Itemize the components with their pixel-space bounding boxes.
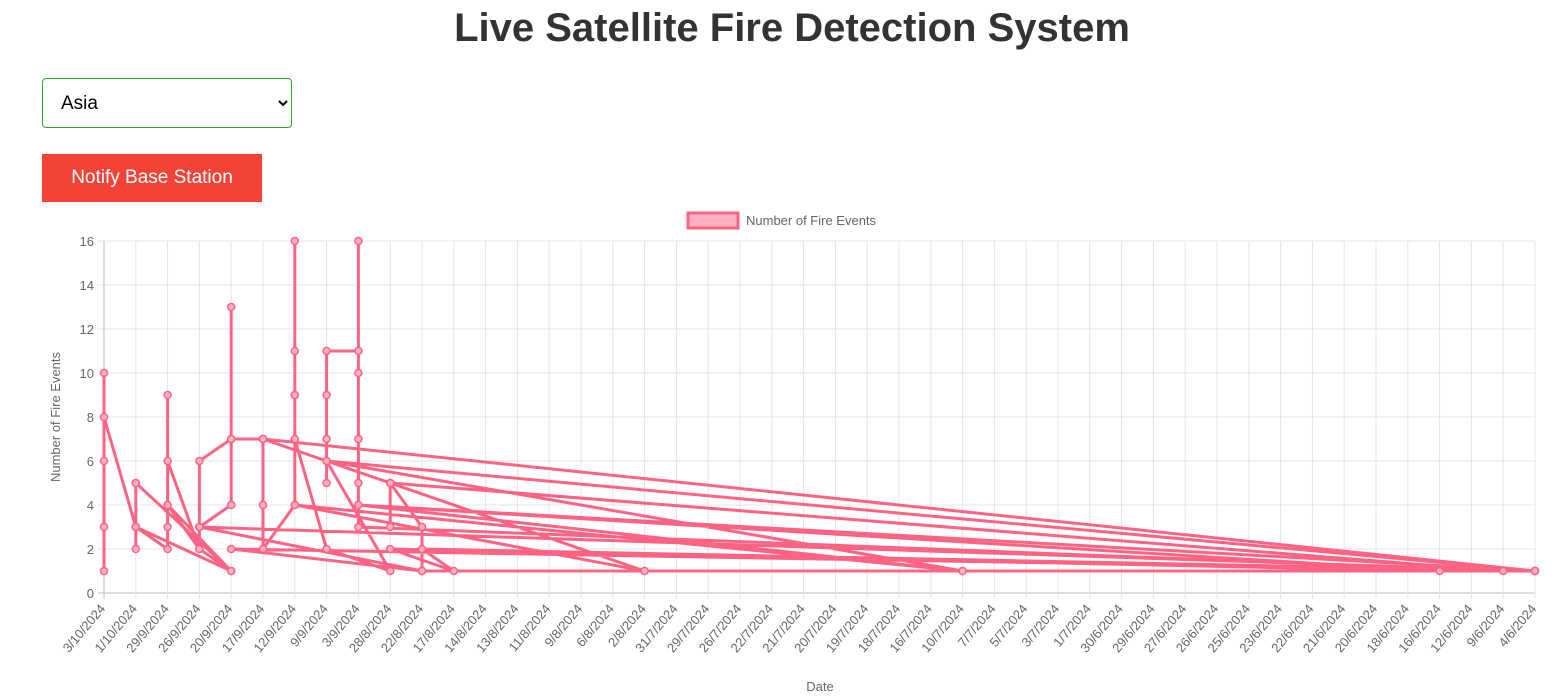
y-tick-label: 16	[80, 234, 94, 249]
data-point	[99, 456, 109, 466]
data-point	[322, 544, 331, 554]
data-point	[226, 500, 236, 510]
data-point	[354, 236, 363, 246]
y-axis-title: Number of Fire Events	[48, 351, 63, 482]
data-point	[322, 390, 331, 400]
data-point	[131, 478, 141, 488]
data-point	[449, 566, 459, 576]
data-point	[1530, 566, 1540, 576]
data-point	[163, 544, 172, 554]
data-point	[322, 434, 331, 444]
data-point	[385, 544, 395, 554]
data-point	[1498, 566, 1508, 576]
data-point	[131, 544, 141, 554]
data-point	[195, 522, 204, 532]
data-point	[99, 522, 109, 532]
y-tick-label: 14	[80, 278, 94, 293]
region-select[interactable]: Asia	[42, 78, 292, 128]
data-point	[226, 302, 236, 312]
data-point	[385, 478, 395, 488]
y-tick-label: 2	[87, 542, 94, 557]
data-point	[354, 346, 363, 356]
data-point	[385, 522, 395, 532]
data-point	[290, 434, 300, 444]
data-point	[958, 566, 967, 576]
data-point	[99, 566, 109, 576]
data-point	[417, 544, 427, 554]
notify-button[interactable]: Notify Base Station	[42, 154, 262, 202]
data-point	[163, 500, 172, 510]
data-point	[258, 500, 268, 510]
data-point	[163, 522, 172, 532]
data-point	[163, 456, 172, 466]
data-point	[290, 236, 300, 246]
y-tick-label: 12	[80, 322, 94, 337]
data-point	[195, 544, 204, 554]
legend-swatch	[686, 211, 740, 230]
data-point	[417, 522, 427, 532]
data-point	[354, 522, 363, 532]
y-tick-label: 10	[80, 366, 94, 381]
data-point	[290, 500, 300, 510]
data-point	[322, 346, 331, 356]
page-title: Live Satellite Fire Detection System	[454, 6, 1130, 50]
data-point	[417, 566, 427, 576]
data-point	[354, 500, 363, 510]
y-tick-label: 4	[87, 498, 94, 513]
data-point	[226, 544, 236, 554]
data-line	[102, 241, 1536, 574]
y-tick-label: 0	[87, 586, 94, 601]
data-point	[1435, 566, 1444, 576]
data-point	[354, 368, 363, 378]
data-point	[226, 566, 236, 576]
data-point	[322, 478, 331, 488]
data-point	[354, 478, 363, 488]
data-point	[354, 434, 363, 444]
y-tick-label: 6	[87, 454, 94, 469]
y-tick-label: 8	[87, 410, 94, 425]
data-point	[131, 522, 141, 532]
legend-label: Number of Fire Events	[746, 213, 877, 228]
data-point	[163, 390, 172, 400]
data-point	[385, 566, 395, 576]
data-point	[640, 566, 649, 576]
data-point	[258, 544, 268, 554]
x-axis-title: Date	[806, 679, 833, 694]
data-point	[290, 346, 300, 356]
data-point	[226, 434, 236, 444]
data-point	[290, 390, 300, 400]
data-point	[99, 412, 109, 422]
data-point	[258, 434, 268, 444]
data-point	[322, 456, 331, 466]
data-point	[195, 456, 204, 466]
data-point	[99, 368, 109, 378]
